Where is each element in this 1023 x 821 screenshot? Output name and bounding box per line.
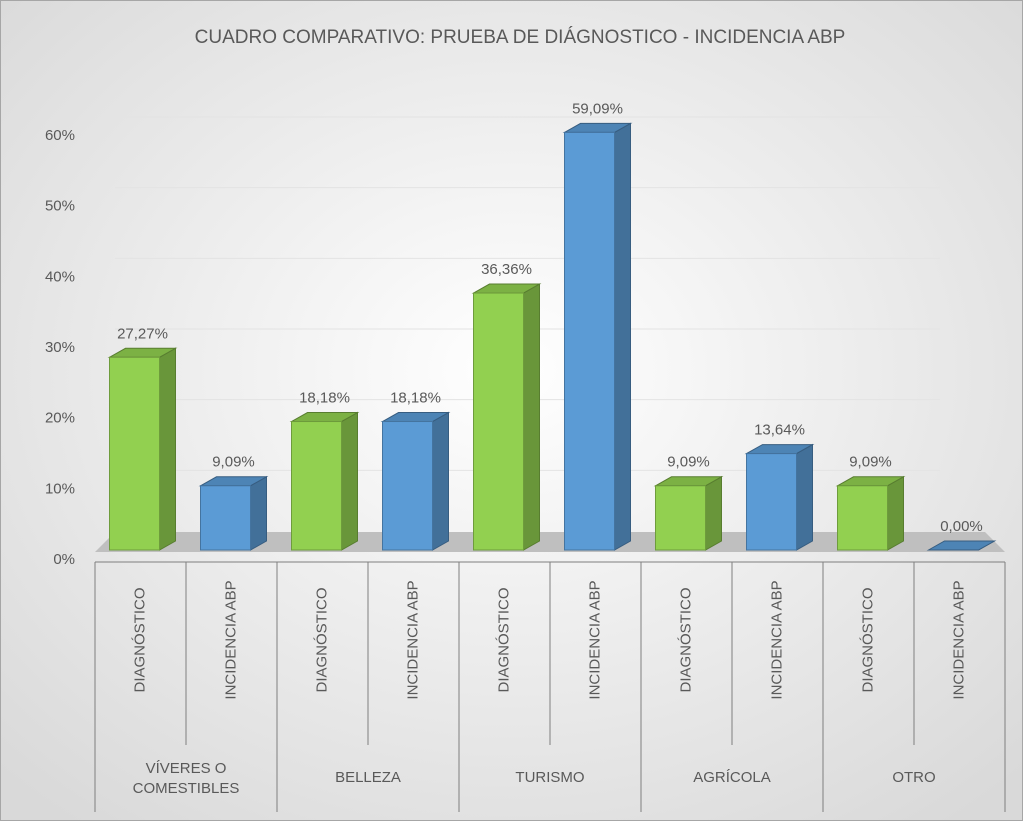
- category-label: OTRO: [892, 769, 935, 786]
- bar: [382, 421, 433, 551]
- value-label: 18,18%: [299, 389, 350, 406]
- bar-side: [159, 347, 176, 551]
- category-label: TURISMO: [515, 769, 584, 786]
- chart-title: CUADRO COMPARATIVO: PRUEBA DE DIÁGNOSTIC…: [195, 27, 846, 48]
- bar-side: [341, 411, 358, 551]
- bar-side: [250, 475, 267, 551]
- bar: [200, 485, 251, 551]
- series-label: DIAGNÓSTICO: [677, 587, 694, 692]
- bar-side: [614, 122, 631, 551]
- y-tick-label: 20%: [45, 410, 75, 427]
- bar-top: [926, 540, 997, 551]
- value-label: 9,09%: [667, 454, 710, 471]
- bar-side: [887, 475, 904, 551]
- y-tick-label: 60%: [45, 127, 75, 144]
- series-label: DIAGNÓSTICO: [313, 587, 330, 692]
- series-label: DIAGNÓSTICO: [131, 587, 148, 692]
- value-label: 59,09%: [572, 100, 623, 117]
- y-tick-label: 50%: [45, 198, 75, 215]
- bar: [291, 421, 342, 551]
- value-label: 9,09%: [212, 454, 255, 471]
- value-label: 0,00%: [940, 518, 983, 535]
- bar: [655, 485, 706, 551]
- y-tick-label: 30%: [45, 339, 75, 356]
- bar-side: [432, 411, 449, 551]
- series-label: INCIDENCIA ABP: [768, 580, 785, 699]
- bar: [564, 131, 615, 551]
- category-label: BELLEZA: [335, 769, 401, 786]
- value-label: 27,27%: [117, 325, 168, 342]
- y-tick-label: 40%: [45, 268, 75, 285]
- category-label: VÍVERES O COMESTIBLES: [133, 760, 240, 797]
- bar: [746, 453, 797, 551]
- bar: [837, 485, 888, 551]
- y-tick-label: 0%: [53, 551, 75, 568]
- series-label: INCIDENCIA ABP: [586, 580, 603, 699]
- series-label: DIAGNÓSTICO: [495, 587, 512, 692]
- value-label: 9,09%: [849, 454, 892, 471]
- bar-side: [523, 283, 540, 551]
- bar-side: [705, 475, 722, 551]
- series-label: INCIDENCIA ABP: [404, 580, 421, 699]
- category-label: AGRÍCOLA: [693, 769, 771, 786]
- y-tick-label: 10%: [45, 480, 75, 497]
- value-label: 18,18%: [390, 389, 441, 406]
- value-label: 36,36%: [481, 261, 532, 278]
- series-label: DIAGNÓSTICO: [859, 587, 876, 692]
- bar-side: [796, 443, 813, 551]
- bar: [473, 292, 524, 551]
- series-label: INCIDENCIA ABP: [950, 580, 967, 699]
- series-label: INCIDENCIA ABP: [222, 580, 239, 699]
- value-label: 13,64%: [754, 422, 805, 439]
- bar: [109, 356, 160, 551]
